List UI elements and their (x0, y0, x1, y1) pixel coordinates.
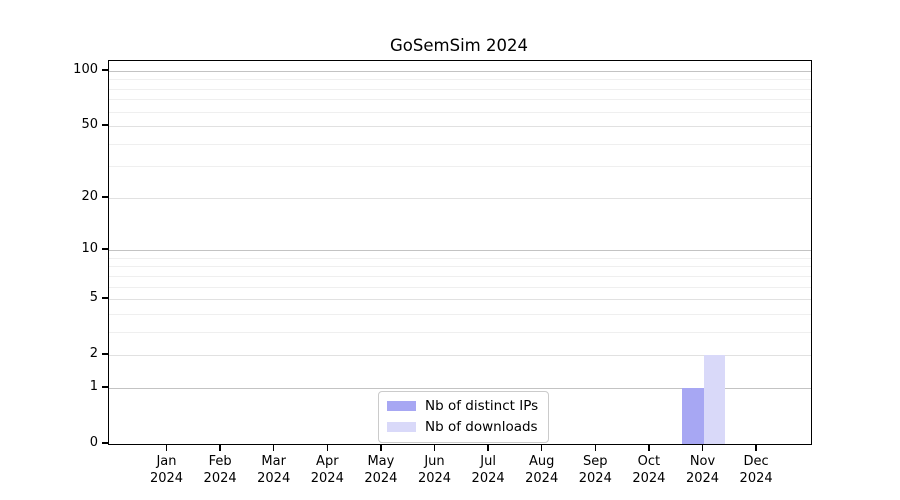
gridline-minor-70 (109, 99, 811, 101)
y-tick-label-50: 50 (81, 117, 98, 132)
x-tick-label-dec-2024: Dec 2024 (739, 454, 773, 486)
gridline-minor-30 (109, 166, 811, 168)
legend-label-downloads: Nb of downloads (425, 419, 538, 435)
x-tick-label-apr-2024: Apr 2024 (310, 454, 344, 486)
y-tick-mark-0 (102, 442, 108, 444)
nb-of-downloads-bar-nov-2024 (703, 355, 725, 444)
x-tick-mark-mar-2024 (272, 444, 275, 451)
gridline-minor-80 (109, 88, 811, 90)
x-tick-label-mar-2024: Mar 2024 (257, 454, 291, 486)
y-tick-mark-10 (102, 248, 108, 250)
plot-area (108, 60, 812, 445)
x-tick-mark-apr-2024 (326, 444, 329, 451)
y-tick-label-5: 5 (89, 290, 98, 306)
legend-swatch-downloads (387, 422, 416, 432)
gridline-minor-90 (109, 79, 811, 81)
y-tick-mark-50 (102, 124, 108, 126)
x-tick-label-feb-2024: Feb 2024 (203, 454, 237, 486)
gridline-minor-7 (109, 275, 811, 277)
x-tick-label-jun-2024: Jun 2024 (417, 454, 452, 486)
gridline-10 (109, 250, 811, 252)
x-tick-label-oct-2024: Oct 2024 (632, 454, 666, 486)
x-tick-mark-jun-2024 (433, 444, 436, 451)
legend-item-downloads: Nb of downloads (387, 419, 538, 435)
x-tick-mark-feb-2024 (219, 444, 221, 451)
gridline-100 (109, 70, 811, 72)
gridline-minor-8 (109, 266, 811, 268)
x-tick-label-sep-2024: Sep 2024 (578, 454, 612, 486)
y-tick-label-1: 1 (89, 378, 98, 394)
x-tick-label-jul-2024: Jul 2024 (471, 454, 505, 486)
gridline-1 (109, 387, 811, 389)
gridline-2 (109, 355, 811, 357)
x-tick-mark-dec-2024 (755, 444, 757, 451)
gridline-5 (109, 299, 811, 301)
x-tick-mark-may-2024 (380, 444, 382, 451)
x-tick-label-nov-2024: Nov 2024 (685, 454, 720, 486)
gridline-minor-4 (109, 313, 811, 315)
y-tick-label-20: 20 (81, 188, 98, 204)
x-tick-mark-aug-2024 (540, 444, 543, 451)
legend-label-distinct-ips: Nb of distinct IPs (425, 398, 539, 414)
y-tick-label-2: 2 (89, 346, 98, 362)
y-tick-mark-20 (102, 196, 108, 198)
y-tick-mark-5 (102, 297, 108, 299)
y-tick-label-0: 0 (89, 435, 98, 450)
nb-of-distinct-ips-bar-nov-2024 (682, 387, 704, 444)
y-tick-label-100: 100 (73, 61, 98, 77)
x-tick-mark-nov-2024 (701, 444, 704, 451)
gridline-minor-40 (109, 143, 811, 145)
legend-item-distinct-ips: Nb of distinct IPs (387, 398, 538, 414)
x-tick-mark-oct-2024 (648, 444, 650, 451)
chart-title: GoSemSim 2024 (390, 36, 528, 55)
gridline-minor-3 (109, 331, 811, 333)
gridline-20 (109, 197, 811, 199)
x-tick-label-aug-2024: Aug 2024 (525, 454, 559, 486)
x-tick-mark-jul-2024 (487, 444, 489, 451)
gridline-minor-6 (109, 286, 811, 288)
x-tick-label-may-2024: May 2024 (364, 454, 398, 486)
y-tick-mark-1 (102, 386, 108, 388)
legend: Nb of distinct IPs Nb of downloads (378, 391, 550, 443)
x-tick-label-jan-2024: Jan 2024 (149, 454, 184, 486)
gridline-50 (109, 126, 811, 127)
gridline-minor-9 (109, 257, 811, 259)
legend-swatch-distinct-ips (387, 401, 416, 411)
y-tick-mark-100 (102, 69, 108, 71)
y-tick-label-10: 10 (81, 241, 98, 257)
gridline-minor-60 (109, 111, 811, 113)
x-tick-mark-jan-2024 (165, 444, 168, 451)
x-tick-mark-sep-2024 (594, 444, 597, 451)
y-tick-mark-2 (102, 353, 108, 355)
